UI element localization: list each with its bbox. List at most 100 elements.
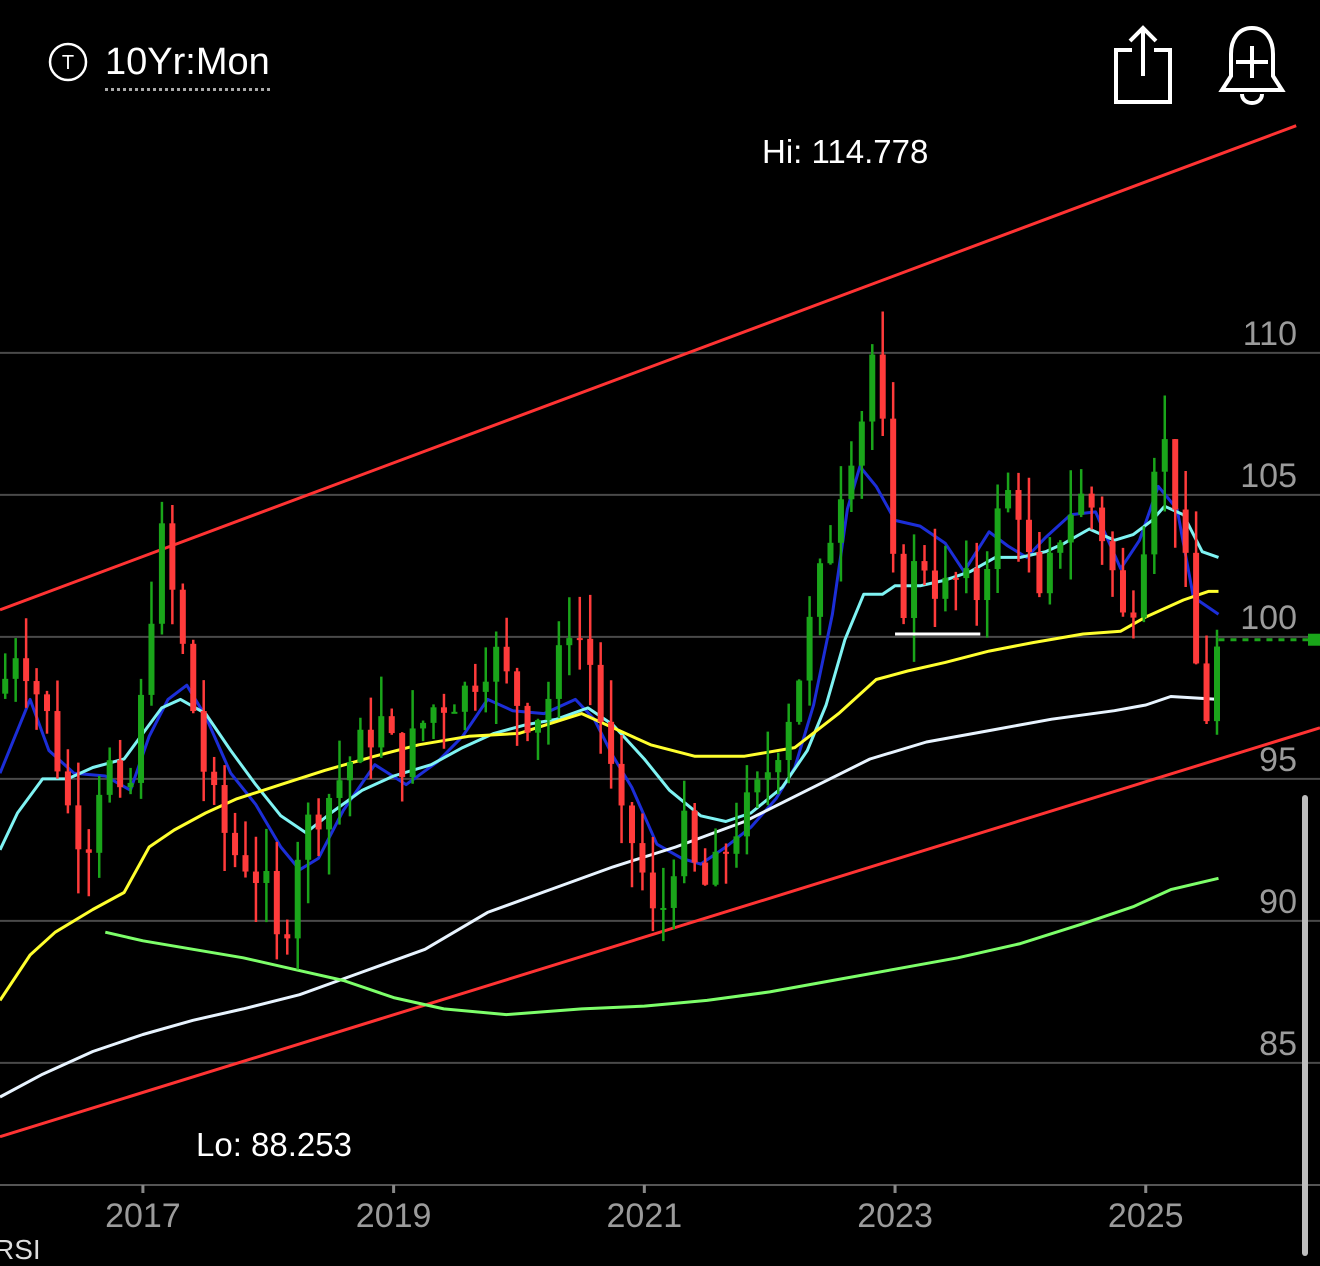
y-tick-label: 105 [1240, 457, 1297, 495]
candle-body [848, 465, 855, 500]
x-tick-label: 2025 [1108, 1197, 1184, 1235]
candle-body [200, 711, 207, 772]
x-tick-label: 2023 [857, 1197, 933, 1235]
candle-body [1213, 646, 1220, 722]
moving-average-1 [0, 465, 1220, 872]
candle-body [273, 871, 280, 935]
candle-body [984, 569, 991, 601]
candle-body [629, 805, 636, 844]
candle-body [305, 814, 312, 860]
candle-body [221, 785, 228, 833]
candle-body [1151, 471, 1158, 555]
candle-body [1036, 551, 1043, 594]
candle-body [44, 694, 51, 712]
candle-body [911, 561, 918, 618]
candle-body [315, 814, 322, 830]
candle-body [493, 646, 500, 682]
candle-body [472, 685, 479, 692]
candle-body [702, 862, 709, 885]
candle-body [1193, 552, 1200, 664]
candle-body [1005, 490, 1012, 509]
candle-body [743, 792, 750, 837]
candle-body [597, 664, 604, 722]
candle-body [1161, 439, 1168, 472]
channel-line-upper [0, 124, 1297, 612]
candle-body [148, 623, 155, 695]
y-tick-label: 85 [1259, 1025, 1297, 1063]
channel-line-lower [0, 726, 1320, 1139]
y-tick-label: 110 [1243, 315, 1297, 353]
candle-body [190, 643, 197, 712]
timeframe-icon[interactable]: T [48, 42, 88, 82]
candle-body [879, 354, 886, 419]
candle-body [1109, 541, 1116, 571]
candle-body [367, 729, 374, 748]
candle-body [576, 638, 583, 641]
candle-body [952, 577, 959, 580]
candle-body [555, 645, 562, 699]
x-tick-label: 2021 [607, 1197, 683, 1235]
candle-body [420, 722, 427, 729]
candle-body [1088, 493, 1095, 508]
candle-body [326, 797, 333, 830]
candle-body [796, 680, 803, 722]
y-tick-label: 90 [1259, 883, 1297, 921]
candle-body [806, 616, 813, 681]
candle-body [691, 810, 698, 863]
candle-body [461, 685, 468, 712]
low-annotation: Lo: 88.253 [196, 1126, 352, 1163]
candle-body [1130, 612, 1137, 618]
timeframe-selector[interactable]: 10Yr:Mon [105, 40, 270, 91]
share-icon[interactable] [1110, 24, 1178, 106]
candle-body [2, 678, 9, 694]
candle-body [775, 760, 782, 773]
candle-body [1172, 439, 1179, 510]
candle-body [514, 671, 521, 706]
candle-body [75, 805, 82, 850]
candle-body [817, 563, 824, 617]
candle-body [764, 772, 771, 780]
candle-body [942, 577, 949, 599]
indicator-pane-label: RSI [0, 1234, 41, 1265]
candle-body [639, 843, 646, 873]
candle-body [858, 421, 865, 466]
candle-body [430, 707, 437, 723]
candle-body [1099, 507, 1106, 542]
candle-body [608, 721, 615, 764]
x-tick-label: 2019 [356, 1197, 432, 1235]
candle-body [106, 760, 113, 795]
candle-body [545, 698, 552, 721]
vertical-scrollbar[interactable] [1302, 795, 1308, 1256]
candle-body [127, 782, 134, 788]
candle-body [399, 733, 406, 778]
candle-body [890, 418, 897, 554]
candle-body [1057, 542, 1064, 553]
candle-body [96, 794, 103, 853]
candle-body [54, 711, 61, 772]
candle-body [12, 658, 19, 679]
candle-body [451, 711, 458, 714]
candle-body [994, 508, 1001, 570]
svg-text:T: T [62, 52, 74, 74]
candle-body [33, 681, 40, 695]
candle-body [754, 779, 761, 793]
high-annotation: Hi: 114.778 [762, 133, 928, 170]
candle-body [900, 553, 907, 618]
candle-body [670, 876, 677, 908]
candle-body [482, 681, 489, 692]
candle-body [1015, 490, 1022, 520]
candle-body [346, 762, 353, 781]
candle-body [1182, 509, 1189, 553]
candle-body [649, 872, 656, 909]
candle-body [785, 721, 792, 761]
add-alert-bell-icon[interactable] [1218, 22, 1286, 106]
candle-body [85, 849, 92, 853]
candle-body [23, 658, 30, 682]
candle-body [534, 720, 541, 733]
candle-body [1203, 663, 1210, 722]
candle-body [179, 589, 186, 644]
x-tick-label: 2017 [105, 1197, 181, 1235]
candle-body [963, 568, 970, 579]
moving-average-5 [104, 876, 1219, 1017]
